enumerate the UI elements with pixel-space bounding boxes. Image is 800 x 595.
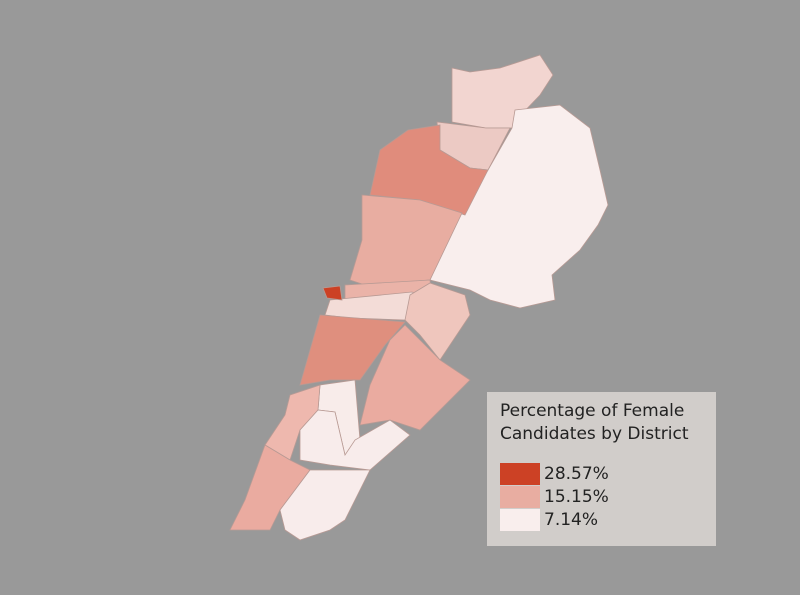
- district: [264, 384, 321, 461]
- legend-label: 28.57%: [544, 463, 609, 484]
- legend-label: 15.15%: [544, 486, 609, 507]
- legend-swatch: [500, 485, 540, 508]
- district: [299, 314, 406, 386]
- district: [322, 285, 343, 301]
- legend-swatch: [500, 508, 540, 531]
- district: [299, 409, 411, 471]
- legend-label: 7.14%: [544, 509, 599, 530]
- district: [359, 324, 471, 431]
- legend-items: 28.57% 15.15% 7.14%: [500, 462, 704, 531]
- legend-item: 7.14%: [500, 508, 704, 531]
- legend-swatch: [500, 462, 540, 485]
- district: [451, 54, 554, 129]
- legend: Percentage of Female Candidates by Distr…: [487, 392, 716, 546]
- district: [229, 444, 311, 531]
- legend-item: 15.15%: [500, 485, 704, 508]
- district: [404, 282, 471, 361]
- legend-item: 28.57%: [500, 462, 704, 485]
- district: [279, 469, 371, 541]
- legend-title: Percentage of Female Candidates by Distr…: [500, 401, 689, 444]
